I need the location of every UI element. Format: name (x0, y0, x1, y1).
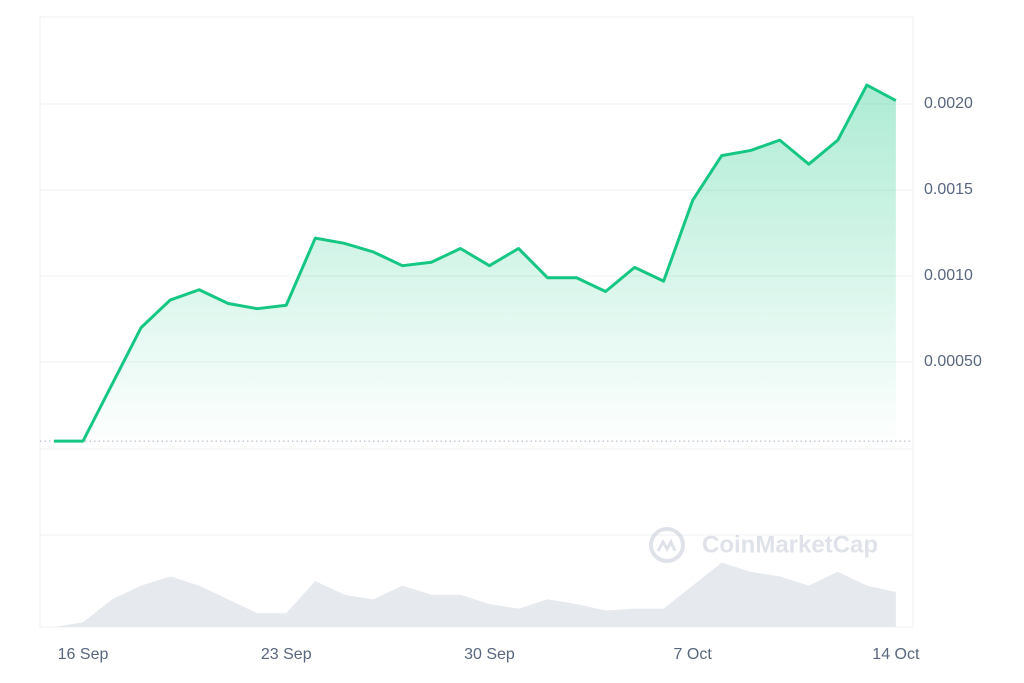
y-tick-label: 0.0010 (924, 267, 973, 284)
y-tick-label: 0.0020 (924, 95, 973, 112)
volume-area (54, 562, 896, 627)
x-tick-label: 7 Oct (674, 646, 713, 663)
x-tick-label: 14 Oct (872, 646, 920, 663)
y-tick-label: 0.00050 (924, 353, 982, 370)
watermark: CoinMarketCap (649, 527, 878, 563)
watermark-text: CoinMarketCap (702, 531, 878, 558)
y-tick-label: 0.0015 (924, 181, 973, 198)
x-tick-label: 23 Sep (261, 646, 312, 663)
price-line (54, 83, 897, 443)
x-tick-label: 30 Sep (464, 646, 515, 663)
price-area (54, 85, 896, 448)
x-tick-label: 16 Sep (58, 646, 109, 663)
